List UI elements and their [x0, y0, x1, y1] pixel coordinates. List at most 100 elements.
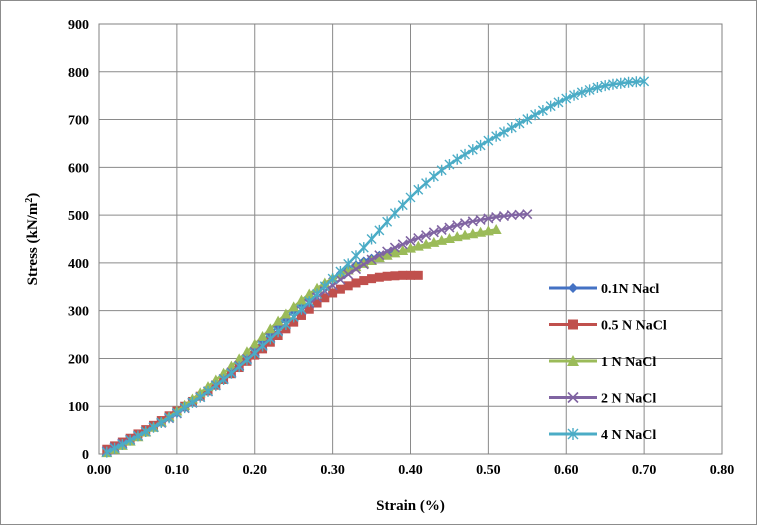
data-point: [312, 298, 322, 308]
data-point: [225, 360, 237, 371]
data-point: [171, 407, 182, 419]
y-tick-label: 300: [68, 305, 89, 320]
data-point: [561, 93, 572, 105]
x-tick-label: 0.80: [710, 463, 735, 478]
data-point: [421, 177, 432, 189]
series-2: [102, 270, 423, 454]
data-point: [592, 82, 603, 94]
x-tick-label: 0.30: [320, 463, 345, 478]
data-point: [428, 170, 439, 182]
data-point: [460, 148, 471, 160]
x-tick-label: 0.50: [476, 463, 501, 478]
data-point: [530, 109, 541, 121]
y-axis-title: Stress (kN/m2): [24, 193, 42, 286]
x-tick-label: 0.60: [554, 463, 579, 478]
data-point: [436, 224, 447, 235]
data-point: [459, 229, 471, 240]
data-point: [148, 421, 159, 433]
x-axis-title: Strain (%): [376, 498, 445, 514]
y-axis-title-close: ): [25, 193, 41, 198]
data-point: [397, 199, 408, 211]
x-tick-label: 0.00: [87, 463, 112, 478]
data-point: [117, 438, 128, 450]
data-point: [350, 250, 361, 262]
data-point: [296, 310, 306, 320]
data-point: [576, 86, 587, 98]
legend-entry: 0.1N Nacl: [549, 282, 659, 297]
data-point: [156, 416, 167, 428]
data-point: [132, 430, 143, 442]
data-point: [210, 380, 221, 392]
data-point: [249, 338, 261, 349]
data-point: [203, 385, 214, 397]
data-point: [390, 271, 400, 281]
data-point: [350, 264, 362, 275]
legend-label: 2 N NaCl: [601, 392, 656, 407]
data-point: [312, 288, 323, 300]
y-tick-label: 400: [68, 257, 89, 272]
legend-label: 0.1N Nacl: [601, 282, 659, 297]
data-point: [343, 258, 354, 270]
data-point: [506, 122, 517, 134]
data-point: [195, 391, 206, 403]
data-point: [491, 130, 502, 142]
data-point: [288, 311, 299, 323]
legend-entry: 0.5 N NaCl: [549, 319, 667, 334]
series-layer: [101, 75, 650, 458]
data-point: [567, 428, 579, 440]
data-point: [382, 271, 392, 281]
data-point: [467, 144, 478, 156]
data-point: [398, 270, 408, 280]
data-point: [109, 442, 120, 454]
data-point: [498, 126, 509, 138]
data-point: [413, 270, 423, 280]
data-point: [413, 184, 424, 196]
gridlines: [98, 23, 723, 455]
data-point: [179, 402, 190, 414]
data-point: [187, 396, 198, 408]
y-tick-label: 900: [68, 18, 89, 33]
data-point: [452, 153, 463, 165]
data-point: [358, 242, 369, 254]
data-point: [467, 228, 479, 239]
data-point: [218, 373, 229, 385]
y-tick-label: 500: [68, 209, 89, 224]
y-tick-label: 0: [82, 448, 89, 463]
data-point: [459, 218, 471, 229]
data-point: [358, 259, 369, 270]
data-point: [405, 191, 416, 203]
data-point: [366, 233, 377, 245]
data-point: [257, 330, 269, 341]
data-point: [567, 355, 579, 366]
data-point: [452, 220, 463, 231]
data-point: [475, 214, 486, 225]
data-point: [467, 216, 478, 227]
data-point: [623, 76, 634, 88]
data-point: [428, 227, 439, 238]
data-point: [568, 319, 578, 330]
data-point: [522, 113, 533, 125]
y-tick-label: 800: [68, 66, 89, 81]
data-point: [406, 270, 415, 280]
data-point: [405, 235, 416, 246]
tick-labels: 0.00 0.10 0.20 0.30 0.40 0.50 0.60 0.70 0.80 0 100…: [68, 18, 734, 478]
y-axis-title-main: Stress (kN/m: [25, 202, 41, 285]
data-point: [125, 434, 136, 446]
data-point: [545, 100, 556, 112]
data-point: [475, 226, 487, 237]
data-point: [567, 391, 579, 404]
x-tick-label: 0.20: [243, 463, 268, 478]
x-tick-label: 0.10: [165, 463, 190, 478]
data-point: [389, 207, 400, 219]
data-point: [631, 76, 642, 88]
legend-label: 0.5 N NaCl: [601, 319, 667, 334]
y-tick-label: 700: [68, 114, 89, 129]
data-point: [584, 84, 595, 96]
data-point: [482, 225, 494, 236]
data-point: [335, 284, 345, 294]
data-point: [451, 231, 463, 242]
data-point: [374, 250, 385, 261]
y-axis-title-superscript: 2: [24, 198, 35, 203]
